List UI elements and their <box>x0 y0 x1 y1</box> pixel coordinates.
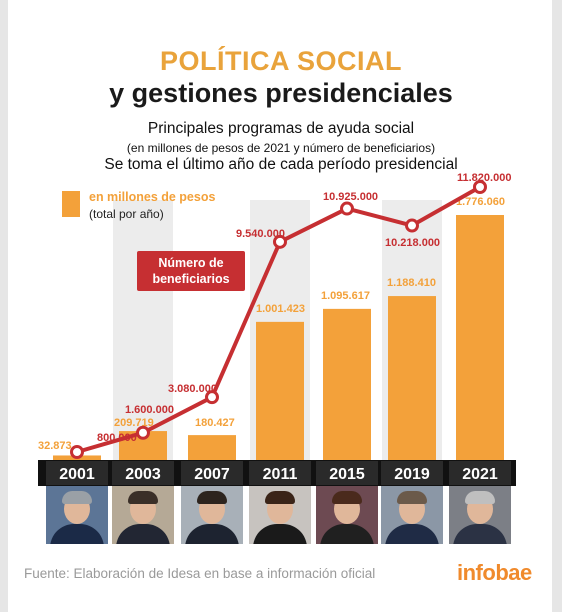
beneficiaries-label-2021: 11.820.000 <box>457 172 511 184</box>
line-annotation-text-1: Número de <box>158 256 224 270</box>
subtitle-1: Principales programas de ayuda social <box>147 120 415 137</box>
year-box-2001 <box>46 461 108 485</box>
president-2007-photo <box>181 486 243 544</box>
president-2001-photo <box>46 486 108 544</box>
line-annotation-box: Número de beneficiarios <box>137 251 245 291</box>
title-line-1: POLÍTICA SOCIAL <box>160 46 402 76</box>
president-photos <box>0 486 562 544</box>
bar-2019 <box>388 296 436 460</box>
bar-label-2015: 1.095.617 <box>321 290 370 302</box>
beneficiaries-point-2003 <box>136 425 150 440</box>
beneficiaries-point-2019 <box>405 218 419 233</box>
bar-label-2011: 1.001.423 <box>256 303 305 315</box>
bar-label-2019: 1.188.410 <box>387 277 436 289</box>
year-box-2019 <box>381 461 443 485</box>
bar-2011 <box>256 321 304 460</box>
infobae-logo: infobae <box>457 560 532 585</box>
beneficiaries-point-2007 <box>205 390 219 405</box>
president-2011-photo <box>249 486 311 544</box>
portrait-hair <box>128 491 158 504</box>
right-border <box>552 0 562 612</box>
year-box-2015 <box>316 461 378 485</box>
year-label-2003: 2003 <box>125 466 161 483</box>
president-2021-photo <box>449 486 511 544</box>
beneficiaries-point-2015 <box>340 201 354 216</box>
bar-label-2021: 1.776.060 <box>456 196 505 208</box>
year-label-2011: 2011 <box>263 466 298 483</box>
president-2015-photo <box>316 486 378 544</box>
president-2003-photo <box>112 486 174 544</box>
legend-bar-label: en millones de pesos <box>89 190 216 204</box>
portrait-body <box>453 524 507 544</box>
beneficiaries-label-2015: 10.925.000 <box>323 191 378 203</box>
title-line-2: y gestiones presidenciales <box>109 78 453 108</box>
beneficiaries-label-2001: 800.000 <box>97 432 137 444</box>
portrait-hair <box>197 491 227 504</box>
beneficiaries-point-2001 <box>70 445 84 459</box>
beneficiaries-label-2019: 10.218.000 <box>385 237 440 249</box>
portrait-body <box>116 524 170 544</box>
portrait-body <box>50 524 104 544</box>
left-border <box>0 0 8 612</box>
portrait-body <box>185 524 239 544</box>
bar-2015 <box>323 308 371 460</box>
bar-2007 <box>188 435 236 460</box>
source-note: Fuente: Elaboración de Idesa en base a i… <box>24 566 376 581</box>
subtitle-2: (en millones de pesos de 2021 y número d… <box>126 141 436 155</box>
line-annotation-text-2: beneficiarios <box>152 272 230 286</box>
portrait-hair <box>62 491 92 504</box>
year-box-2007 <box>181 461 243 485</box>
portrait-body <box>320 524 374 544</box>
year-box-2011 <box>249 461 311 485</box>
year-box-2021 <box>449 461 511 485</box>
beneficiaries-point-2011 <box>273 234 287 249</box>
subtitle-3: Se toma el último año de cada período pr… <box>104 156 458 173</box>
year-label-2019: 2019 <box>394 466 430 483</box>
portrait-body <box>385 524 439 544</box>
legend-bar-swatch <box>62 191 80 217</box>
year-box-2003 <box>112 461 174 485</box>
president-2019-photo <box>381 486 443 544</box>
portrait-hair <box>265 491 295 504</box>
beneficiaries-point-2021 <box>473 180 487 194</box>
legend-bar-sublabel: (total por año) <box>89 207 164 221</box>
year-label-2001: 2001 <box>59 466 95 483</box>
beneficiaries-label-2007: 3.080.000 <box>168 383 217 395</box>
year-label-2021: 2021 <box>462 466 498 483</box>
portrait-hair <box>465 491 495 504</box>
portrait-hair <box>332 491 362 504</box>
year-label-2007: 2007 <box>194 466 230 483</box>
beneficiaries-label-2003: 1.600.000 <box>125 404 174 416</box>
portrait-hair <box>397 491 427 504</box>
portrait-body <box>253 524 307 544</box>
year-label-2015: 2015 <box>329 466 365 483</box>
bar-label-2003: 209.719 <box>114 417 154 429</box>
bar-2021 <box>456 215 504 460</box>
beneficiaries-label-2011: 9.540.000 <box>236 228 285 240</box>
bar-label-2001: 32.873 <box>38 440 72 452</box>
bar-label-2007: 180.427 <box>195 417 235 429</box>
column-shade-2003 <box>113 200 173 460</box>
